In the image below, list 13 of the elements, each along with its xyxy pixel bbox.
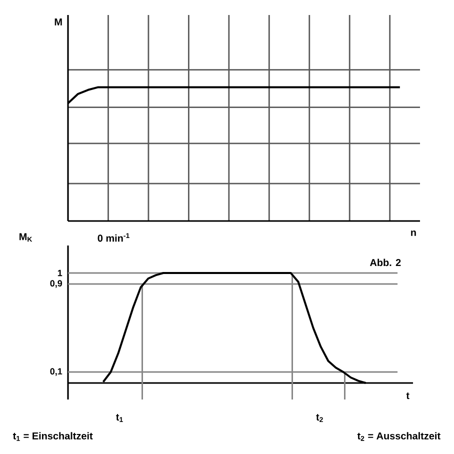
y-tick-label: 0,9 (50, 280, 62, 288)
text: t$_{1}$ = Einschaltzeit (12, 432, 93, 441)
y-axis-title: M (54, 18, 62, 26)
x-axis-title: t (406, 392, 410, 400)
text: t$_{2}$ (316, 414, 323, 422)
y-tick-label: 0,1 (50, 368, 62, 376)
text: t$_{2}$ = Ausschaltzeit (357, 432, 440, 441)
caption: Abb. 2 (370, 258, 401, 266)
text: M$_{K}$ (20, 233, 32, 242)
y-tick-label: 1 (58, 270, 62, 276)
text: t$_{1}$ (116, 414, 123, 422)
text: 0 min$^{-1}$ (98, 233, 130, 242)
x-axis-title: n (411, 230, 416, 236)
